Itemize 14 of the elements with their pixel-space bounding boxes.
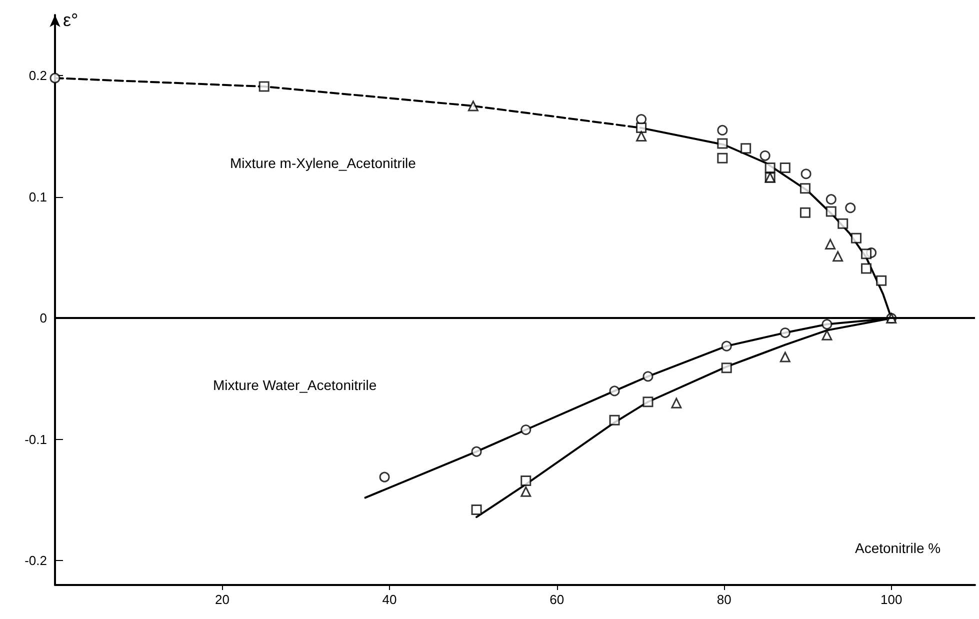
x-tick-label: 40 (382, 592, 397, 607)
annotation: Mixture m-Xylene_Acetonitrile (230, 155, 416, 171)
x-tick-label: 80 (716, 592, 732, 607)
y-axis-title: ε° (63, 10, 78, 30)
x-tick-label: 20 (215, 592, 230, 607)
annotation: Mixture Water_Acetonitrile (213, 377, 377, 393)
y-tick-label: 0 (40, 310, 47, 326)
x-tick-label: 100 (880, 592, 902, 607)
y-tick-label: -0.2 (24, 553, 47, 568)
x-axis-title: Acetonitrile % (855, 540, 941, 556)
x-tick-label: 60 (550, 592, 564, 607)
y-tick-label: 0.1 (28, 189, 47, 204)
y-tick-label: -0.1 (24, 432, 47, 447)
y-tick-label: 0.2 (28, 68, 47, 84)
